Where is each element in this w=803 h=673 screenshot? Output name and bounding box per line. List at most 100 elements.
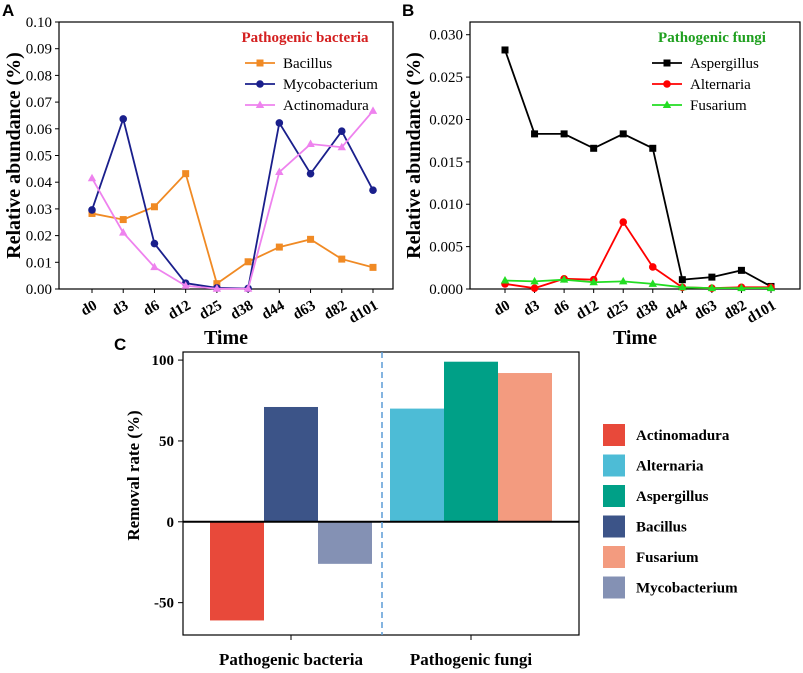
panel-c-legend-aspergillus-swatch [603, 485, 625, 507]
panel-b-series-aspergillus-line [504, 49, 772, 288]
panel-a-x-tick-label: d0 [78, 298, 100, 320]
panel-b-series-fusarium-line [504, 278, 771, 290]
panel-a-series-bacillus-point [182, 170, 190, 178]
panel-b-series-fusarium-point [678, 282, 687, 291]
panel-c-bar-fusarium [498, 373, 552, 522]
panel-c-legend-aspergillus-label: Aspergillus [636, 489, 709, 505]
panel-b-series-fusarium-point [619, 276, 628, 285]
panel-c-bar-bacillus [264, 406, 318, 522]
panel-b-series-fusarium-point [559, 275, 569, 283]
panel-a-series-mycobacterium-point [150, 239, 159, 248]
panel-b-x-tick-label: d25 [603, 298, 631, 324]
panel-letter-c: C [114, 335, 126, 354]
panel-b-series-fusarium-point [500, 276, 510, 284]
panel-a-x-tick-label: d25 [197, 298, 225, 324]
panel-c-bar-actinomadura [210, 521, 264, 621]
panel-b-y-tick-label: 0.020 [429, 112, 463, 128]
panel-c-legend-bacillus-label: Bacillus [636, 520, 687, 536]
panel-a-y-tick-label: 0.06 [26, 122, 53, 138]
panel-a-y-tick-label: 0.00 [26, 282, 52, 298]
panel-c-y-tick-label: 100 [152, 353, 175, 369]
panel-c-legend-fusarium-swatch [603, 546, 625, 568]
panel-a-series-bacillus-point [244, 258, 252, 266]
panel-b-series-alternaria-point [530, 284, 539, 292]
panel-c-frame [182, 351, 580, 636]
panel-c-legend-mycobacterium-label: Mycobacterium [636, 581, 738, 597]
panel-b-series-aspergillus-point [678, 276, 686, 284]
panel-a-series-mycobacterium-point [275, 119, 284, 127]
panel-b-legend-alternaria-label: Alternaria [690, 77, 751, 93]
panel-a-series-bacillus-point [119, 216, 127, 224]
panel-b-x-tick-label: d101 [744, 298, 779, 327]
panel-a-legend-mycobacterium-label: Mycobacterium [283, 77, 378, 93]
panel-b-y-tick-label: 0.015 [429, 155, 463, 171]
panel-a-legend-bacillus-marker [256, 59, 264, 67]
panel-a-x-tick-label: d3 [110, 298, 132, 320]
panel-c-legend-actinomadura-swatch [603, 424, 625, 446]
panel-a-x-tick-label: d38 [228, 298, 256, 324]
panel-b-legend-title: Pathogenic fungi [658, 30, 766, 46]
panel-b-x-tick-label: d38 [633, 298, 661, 324]
panel-c-legend-alternaria-label: Alternaria [636, 459, 704, 475]
panel-a-series-mycobacterium-line [91, 115, 374, 290]
panel-c-group-label: Pathogenic fungi [410, 650, 533, 669]
panel-a-y-axis-title: Relative abundance (%) [3, 52, 25, 259]
panel-c-bar-alternaria [390, 408, 444, 522]
panel-b-legend-fusarium-marker [662, 100, 672, 108]
panel-a-legend-actinomadura-marker [255, 100, 265, 108]
panel-b-series-fusarium-point [737, 283, 746, 292]
panel-letter-b: B [402, 1, 414, 20]
panel-a-x-axis-title: Time [204, 327, 248, 349]
panel-a-y-tick-label: 0.10 [26, 15, 52, 31]
panel-b-series-aspergillus-point [560, 130, 568, 138]
panel-a-series-mycobacterium-point [88, 206, 96, 214]
panel-b-legend-aspergillus-marker [663, 59, 671, 67]
panel-a-series-actinomadura-point [337, 142, 346, 151]
panel-b-legend-fusarium-label: Fusarium [690, 98, 747, 114]
panel-a-series-actinomadura-line [91, 110, 374, 290]
panel-a-series-actinomadura-point [87, 173, 97, 182]
panel-b-x-tick-label: d12 [573, 298, 601, 324]
panel-b-series-fusarium-point [589, 277, 598, 286]
panel-a-x-tick-label: d6 [141, 297, 163, 319]
panel-a-series-bacillus-point [275, 243, 283, 251]
panel-b-x-tick-label: d82 [721, 298, 749, 324]
panel-a-series-actinomadura-point [306, 139, 315, 148]
panel-a-series-actinomadura-point [212, 284, 222, 292]
panel-b-y-tick-label: 0.000 [429, 282, 463, 298]
panel-a-legend-actinomadura-label: Actinomadura [283, 98, 369, 114]
panel-b-legend-aspergillus-label: Aspergillus [690, 56, 759, 72]
panel-b-y-tick-label: 0.010 [429, 197, 463, 213]
panel-b-x-tick-label: d0 [491, 298, 513, 320]
panel-a-series-actinomadura-point [243, 284, 253, 292]
panel-a-y-tick-label: 0.08 [26, 68, 52, 84]
panel-a-y-tick-label: 0.05 [26, 149, 52, 165]
panel-b-series-aspergillus-point [531, 130, 539, 138]
panel-b-series-aspergillus-point [649, 144, 657, 152]
panel-a-legend-mycobacterium-marker [256, 80, 264, 88]
panel-a-series-mycobacterium-point [119, 115, 128, 123]
panel-b-series-fusarium-point [707, 283, 717, 292]
panel-a-series-bacillus-line [91, 171, 374, 286]
panel-a-series-actinomadura-point [150, 262, 159, 271]
panel-b-x-tick-label: d63 [692, 298, 720, 324]
panel-a-x-tick-label: d44 [259, 297, 288, 323]
panel-c-y-tick-label: 0 [167, 515, 175, 531]
panel-b-x-tick-label: d44 [662, 297, 691, 323]
panel-c-y-tick-label: 50 [159, 434, 174, 450]
panel-a: 0.00 0.01 0.02 0.03 0.04 0.05 0.06 0.07 0.08 0.09… [3, 15, 381, 349]
panel-b-series-alternaria-point [648, 263, 657, 271]
panel-a-series-mycobacterium-point [337, 127, 346, 136]
panel-a-y-tick-label: 0.03 [26, 202, 52, 218]
panel-a-frame [58, 21, 394, 290]
panel-b-series-aspergillus-point [737, 266, 745, 274]
panel-c-bar-mycobacterium [318, 521, 372, 564]
panel-a-x-tick-label: d101 [346, 298, 381, 327]
panel-b-series-alternaria-line [504, 220, 771, 290]
panel-b-series-fusarium-point [766, 283, 776, 292]
panel-c-y-tick-label: -50 [154, 596, 174, 612]
panel-a-legend-bacillus-label: Bacillus [283, 56, 332, 72]
panel-b-series-aspergillus-point [619, 130, 627, 138]
panel-c-legend-fusarium-label: Fusarium [636, 550, 699, 566]
